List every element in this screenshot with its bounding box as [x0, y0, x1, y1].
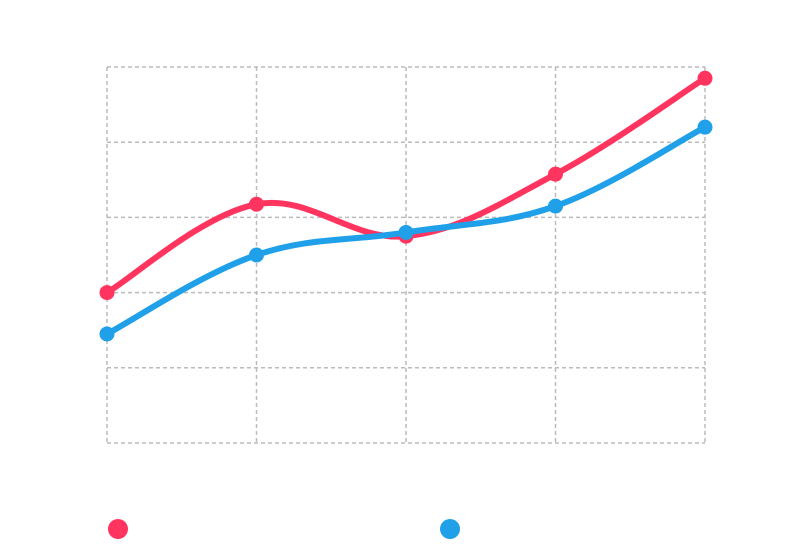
data-point: [697, 119, 713, 135]
data-point: [548, 198, 563, 214]
data-point: [99, 285, 115, 301]
data-point: [548, 166, 563, 182]
data-point: [249, 196, 264, 212]
legend-marker: [108, 519, 128, 539]
data-point: [249, 247, 264, 263]
legend-marker: [440, 519, 460, 539]
data-point: [99, 326, 115, 342]
data-point: [398, 224, 414, 240]
data-point: [697, 70, 713, 86]
